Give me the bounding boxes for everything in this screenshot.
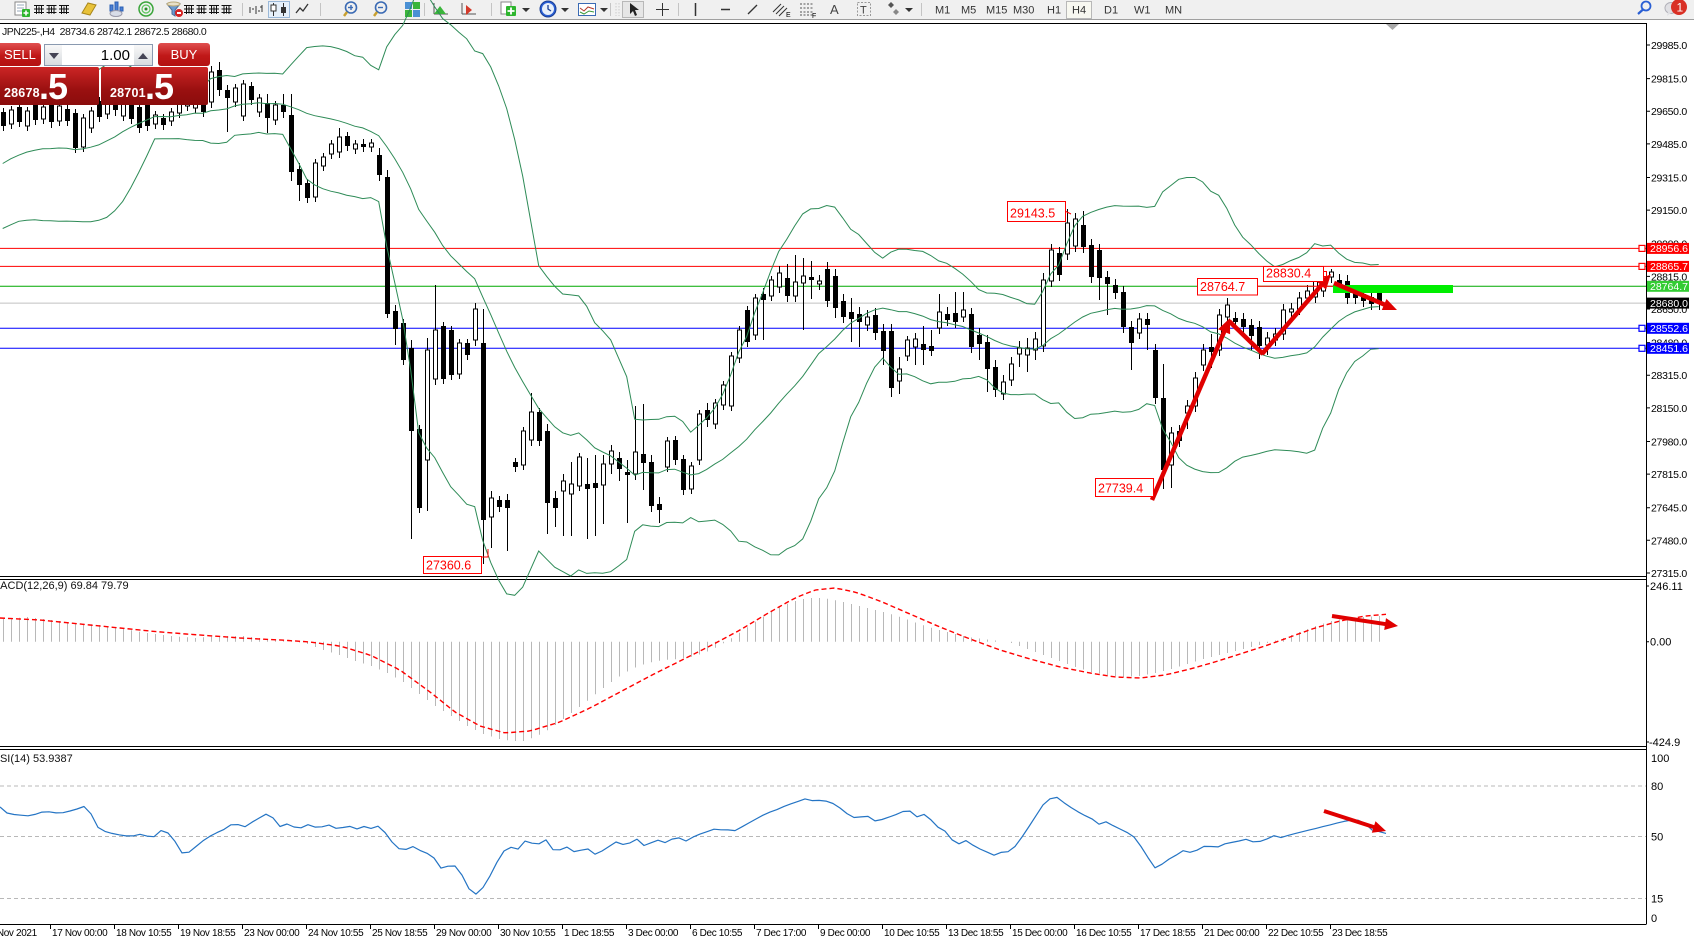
svg-text:MN: MN [1165,5,1182,17]
svg-text:JPN225-,H4 28734.6 28742.1 28: JPN225-,H4 28734.6 28742.1 28672.5 28680… [2,26,207,38]
svg-text:29150.0: 29150.0 [1651,205,1687,217]
svg-text:RSI(14) 53.9387: RSI(14) 53.9387 [0,753,73,765]
svg-text:28552.6: 28552.6 [1650,323,1688,335]
svg-text:H4: H4 [1072,5,1086,17]
svg-text:E: E [786,12,791,19]
svg-text:3 Dec 00:00: 3 Dec 00:00 [628,928,679,939]
svg-text:100: 100 [1651,753,1669,765]
svg-text:29 Nov 00:00: 29 Nov 00:00 [436,928,492,939]
svg-text:F: F [812,13,816,20]
svg-text:28451.6: 28451.6 [1650,343,1688,355]
svg-text:M1: M1 [935,5,950,17]
svg-text:0: 0 [1651,913,1657,925]
svg-text:29815.0: 29815.0 [1651,74,1687,86]
svg-text:30 Nov 10:55: 30 Nov 10:55 [500,928,556,939]
svg-text:M30: M30 [1013,5,1034,17]
svg-text:50: 50 [1651,832,1663,844]
svg-text:80: 80 [1651,781,1663,793]
svg-text:6 Dec 10:55: 6 Dec 10:55 [692,928,743,939]
svg-text:16 Nov 2021: 16 Nov 2021 [0,928,38,939]
svg-text:27980.0: 27980.0 [1651,437,1687,449]
svg-text:28315.0: 28315.0 [1651,370,1687,382]
svg-text:27315.0: 27315.0 [1651,568,1687,580]
svg-text:T: T [860,5,867,17]
svg-text:15 Dec 00:00: 15 Dec 00:00 [1012,928,1068,939]
svg-text:29650.0: 29650.0 [1651,106,1687,118]
svg-text:16 Dec 10:55: 16 Dec 10:55 [1076,928,1132,939]
svg-text:24 Nov 10:55: 24 Nov 10:55 [308,928,364,939]
svg-text:28764.7: 28764.7 [1650,281,1688,293]
svg-text:7 Dec 17:00: 7 Dec 17:00 [756,928,807,939]
svg-text:28830.4: 28830.4 [1266,267,1311,281]
svg-text:19 Nov 18:55: 19 Nov 18:55 [180,928,236,939]
svg-text:W1: W1 [1134,5,1151,17]
svg-text:27739.4: 27739.4 [1098,482,1143,496]
svg-text:13 Dec 18:55: 13 Dec 18:55 [948,928,1004,939]
svg-text:H1: H1 [1047,5,1061,17]
svg-text:28865.7: 28865.7 [1650,261,1688,273]
svg-text:28150.0: 28150.0 [1651,403,1687,415]
svg-text:28680.0: 28680.0 [1650,298,1688,310]
svg-text:29485.0: 29485.0 [1651,139,1687,151]
svg-text:9 Dec 00:00: 9 Dec 00:00 [820,928,871,939]
svg-text:A: A [830,2,839,17]
svg-text:28956.6: 28956.6 [1650,243,1688,255]
svg-text:246.11: 246.11 [1650,581,1683,593]
svg-text:21 Dec 00:00: 21 Dec 00:00 [1204,928,1260,939]
svg-text:18 Nov 10:55: 18 Nov 10:55 [116,928,172,939]
svg-text:27480.0: 27480.0 [1651,535,1687,547]
svg-text:17 Nov 00:00: 17 Nov 00:00 [52,928,108,939]
svg-text:17 Dec 18:55: 17 Dec 18:55 [1140,928,1196,939]
svg-text:-424.9: -424.9 [1649,737,1680,749]
svg-text:15: 15 [1651,894,1663,906]
svg-text:27360.6: 27360.6 [426,559,471,573]
svg-text:D1: D1 [1104,5,1118,17]
svg-text:28764.7: 28764.7 [1200,280,1245,294]
svg-text:10 Dec 10:55: 10 Dec 10:55 [884,928,940,939]
svg-text:29985.0: 29985.0 [1651,40,1687,52]
svg-text:27815.0: 27815.0 [1651,469,1687,481]
svg-text:27645.0: 27645.0 [1651,503,1687,515]
svg-text:23 Nov 00:00: 23 Nov 00:00 [244,928,300,939]
svg-text:29315.0: 29315.0 [1651,173,1687,185]
svg-text:29143.5: 29143.5 [1010,207,1055,221]
svg-text:28815.0: 28815.0 [1651,271,1687,283]
svg-text:0.00: 0.00 [1650,637,1671,649]
svg-text:M5: M5 [961,5,976,17]
svg-text:22 Dec 10:55: 22 Dec 10:55 [1268,928,1324,939]
svg-text:MACD(12,26,9) 69.84 79.79: MACD(12,26,9) 69.84 79.79 [0,580,129,592]
svg-text:25 Nov 18:55: 25 Nov 18:55 [372,928,428,939]
svg-text:23 Dec 18:55: 23 Dec 18:55 [1332,928,1388,939]
svg-text:M15: M15 [986,5,1007,17]
svg-text:1 Dec 18:55: 1 Dec 18:55 [564,928,615,939]
svg-text:1: 1 [1677,1,1684,15]
